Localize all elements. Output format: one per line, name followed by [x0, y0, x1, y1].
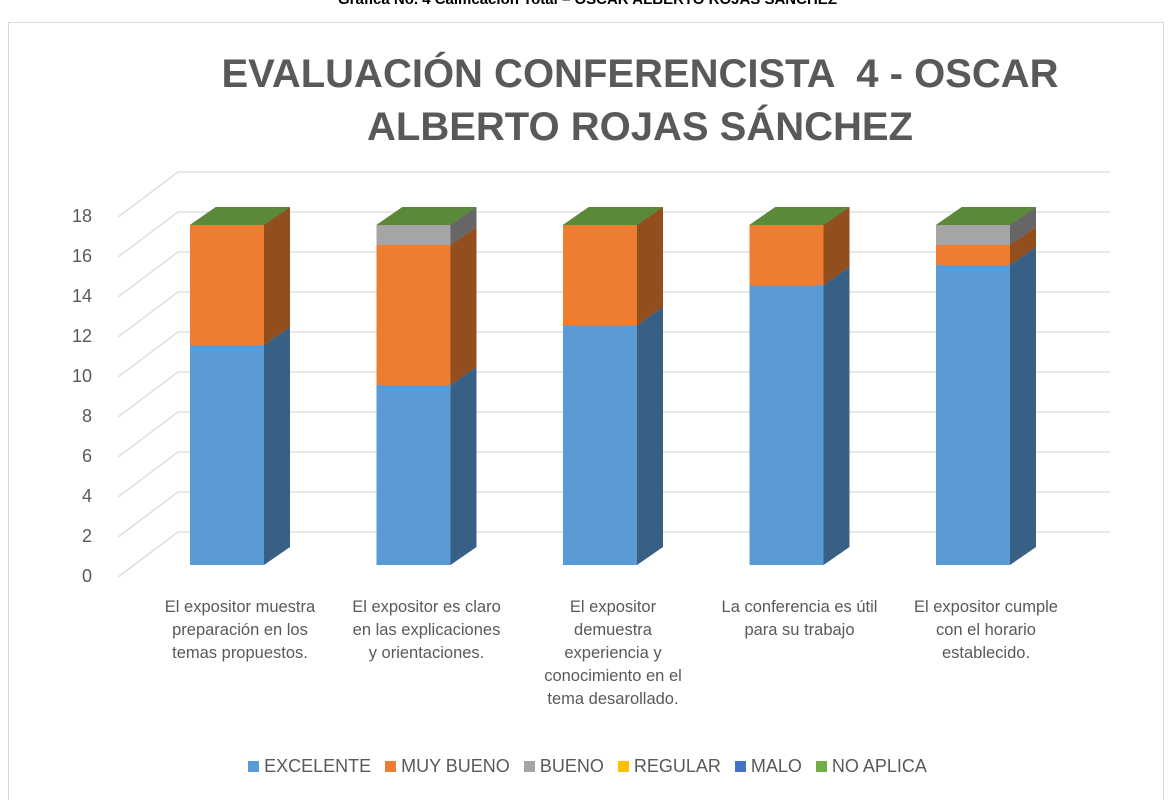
grid-line	[117, 411, 179, 458]
legend-item: EXCELENTE	[248, 756, 371, 777]
y-tick-label: 4	[82, 486, 92, 506]
legend-swatch	[617, 761, 629, 772]
legend-label: NO APLICA	[831, 756, 927, 776]
bar-segment	[936, 265, 1010, 565]
bar-top	[190, 207, 290, 225]
bar-segment	[936, 245, 1010, 265]
y-tick-label: 8	[82, 406, 92, 426]
grid-line	[117, 371, 179, 418]
bar-side	[1010, 247, 1036, 565]
page-header: Grafica No. 4 Calificación Total – OSCAR…	[0, 0, 1175, 8]
bar-segment	[563, 225, 637, 325]
bar-top	[563, 207, 663, 225]
y-tick-label: 2	[82, 526, 92, 546]
x-tick-label: El expositor muestra preparación en los …	[164, 598, 316, 662]
bar-segment	[376, 385, 451, 565]
x-tick-label: La conferencia es útil para su trabajo	[721, 598, 878, 639]
legend-label: REGULAR	[633, 756, 721, 776]
legend-swatch	[385, 761, 397, 772]
chart-title: EVALUACIÓN CONFERENCISTA 4 - OSCAR ALBER…	[221, 52, 1069, 149]
bar-top	[936, 207, 1036, 225]
legend-label: MALO	[750, 756, 802, 776]
grid-line	[117, 451, 179, 498]
legend-swatch	[523, 761, 535, 772]
x-tick-label: El expositor cumple con el horario estab…	[914, 598, 1058, 662]
legend-swatch	[734, 761, 746, 772]
bar-segment	[563, 325, 637, 565]
bar-segment	[376, 245, 451, 385]
bar-side	[450, 367, 477, 565]
bar-top	[749, 207, 850, 225]
y-tick-label: 12	[72, 326, 92, 346]
bar-side	[264, 327, 290, 565]
bar-side	[1010, 227, 1036, 265]
legend-item: NO APLICA	[815, 756, 927, 777]
bar-side	[450, 227, 477, 385]
legend-label: MUY BUENO	[401, 756, 510, 776]
y-tick-label: 0	[82, 566, 92, 586]
y-tick-label: 14	[72, 286, 92, 306]
bar-side	[264, 207, 290, 345]
legend-item: REGULAR	[617, 756, 721, 777]
bar-top	[376, 207, 477, 225]
bar-segment	[376, 225, 451, 245]
bar-side	[1010, 207, 1036, 245]
bar-side	[823, 207, 850, 285]
bar-segment	[936, 225, 1010, 245]
grid-line	[117, 251, 179, 298]
grid-line	[117, 331, 179, 378]
x-tick-label: El expositor demuestra experiencia y con…	[544, 598, 682, 708]
grid-line	[117, 531, 179, 578]
grid-line	[117, 171, 179, 218]
legend-swatch	[815, 761, 827, 772]
y-tick-label: 6	[82, 446, 92, 466]
grid-line	[117, 291, 179, 338]
bar-segment	[190, 225, 264, 345]
bar-segment	[749, 225, 824, 285]
legend-item: BUENO	[523, 756, 604, 777]
x-tick-label: El expositor es claro en las explicacion…	[352, 598, 501, 662]
y-tick-label: 10	[72, 366, 92, 386]
legend: EXCELENTE MUY BUENO BUENO REGULAR MALO NO APL…	[0, 756, 1175, 777]
legend-label: BUENO	[539, 756, 604, 776]
y-tick-label: 18	[72, 206, 92, 226]
legend-label: EXCELENTE	[264, 756, 372, 776]
grid-line	[117, 211, 179, 258]
chart-frame	[8, 22, 1164, 800]
legend-item: MUY BUENO	[385, 756, 510, 777]
bar-side	[823, 267, 850, 565]
y-tick-label: 16	[72, 246, 92, 266]
bar-side	[637, 307, 663, 565]
legend-swatch	[248, 761, 260, 772]
bar-segment	[749, 285, 824, 565]
grid-line	[117, 491, 179, 538]
bar-side	[637, 207, 663, 325]
legend-item: MALO	[734, 756, 802, 777]
bar-segment	[190, 345, 264, 565]
bar-side	[450, 207, 477, 245]
